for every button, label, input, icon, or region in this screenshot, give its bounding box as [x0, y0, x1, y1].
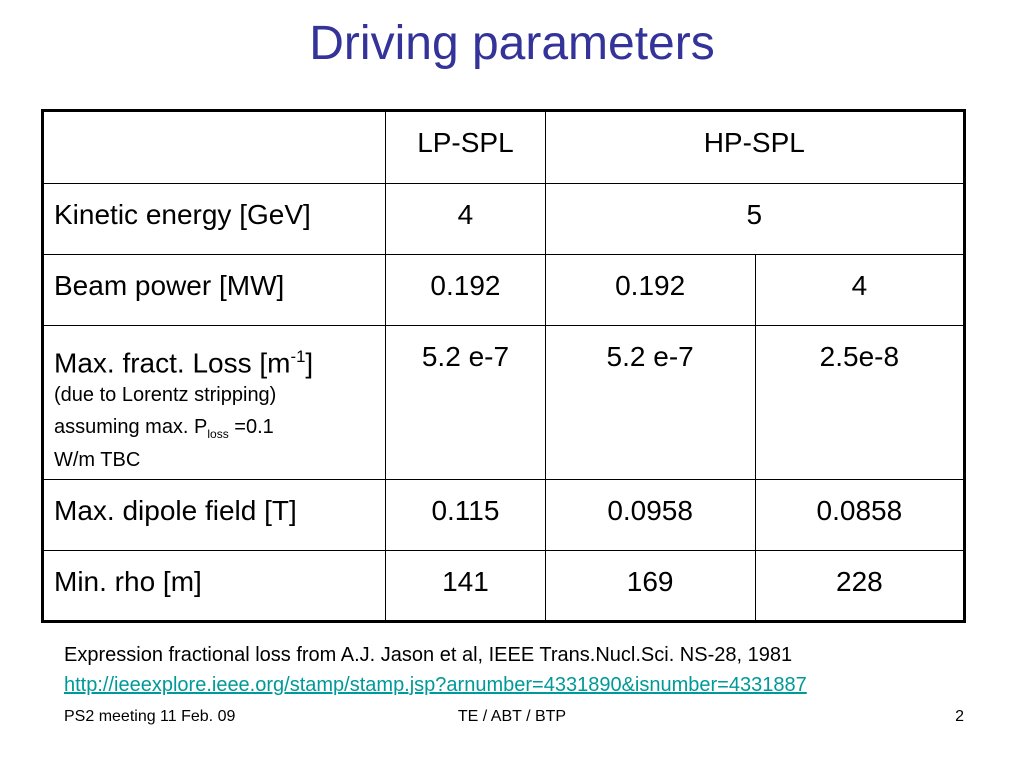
- table-row-kinetic-energy: Kinetic energy [GeV] 4 5: [41, 183, 966, 255]
- cell-hp-spl: 5: [544, 183, 966, 255]
- header-cell-empty: [41, 110, 387, 184]
- table-row-beam-power: Beam power [MW] 0.192 0.192 4: [41, 254, 966, 326]
- cell-lp-spl: 5.2 e-7: [385, 325, 546, 480]
- parameters-table: LP-SPL HP-SPL Kinetic energy [GeV] 4 5 B…: [41, 109, 966, 623]
- label-sup: -1: [290, 347, 306, 366]
- label-close: ]: [305, 347, 314, 379]
- cell-lp-spl: 0.192: [385, 254, 546, 326]
- note-ploss-sub: loss: [207, 427, 229, 442]
- header-cell-hp-spl: HP-SPL: [544, 110, 966, 184]
- label-note-lorentz: (due to Lorentz stripping): [54, 384, 277, 407]
- cell-hp-spl-2: 2.5e-8: [754, 325, 966, 480]
- row-label: Kinetic energy [GeV]: [41, 183, 387, 255]
- footnote-text: Expression fractional loss from A.J. Jas…: [64, 644, 793, 666]
- table-header-row: LP-SPL HP-SPL: [41, 110, 966, 184]
- reference-link[interactable]: http://ieeexplore.ieee.org/stamp/stamp.j…: [64, 674, 807, 696]
- cell-hp-spl-1: 0.192: [544, 254, 756, 326]
- label-main: Max. fract. Loss [m: [54, 347, 291, 379]
- cell-hp-spl-2: 228: [754, 550, 966, 622]
- cell-lp-spl: 0.115: [385, 479, 546, 551]
- cell-lp-spl: 141: [385, 550, 546, 622]
- footer-meeting: PS2 meeting 11 Feb. 09: [64, 708, 236, 725]
- cell-hp-spl-2: 0.0858: [754, 479, 966, 551]
- table-row-max-dipole-field: Max. dipole field [T] 0.115 0.0958 0.085…: [41, 479, 966, 551]
- table-row-max-fract-loss: Max. fract. Loss [m-1] (due to Lorentz s…: [41, 325, 966, 480]
- cell-hp-spl-1: 5.2 e-7: [544, 325, 756, 480]
- header-cell-lp-spl: LP-SPL: [385, 110, 546, 184]
- slide-title: Driving parameters: [309, 17, 715, 70]
- cell-hp-spl-1: 169: [544, 550, 756, 622]
- row-label: Min. rho [m]: [41, 550, 387, 622]
- footer-page-number: 2: [955, 708, 964, 725]
- cell-hp-spl-2: 4: [754, 254, 966, 326]
- row-label: Max. fract. Loss [m-1] (due to Lorentz s…: [41, 325, 387, 480]
- footer-group: TE / ABT / BTP: [457, 708, 567, 725]
- cell-hp-spl-1: 0.0958: [544, 479, 756, 551]
- row-label: Beam power [MW]: [41, 254, 387, 326]
- label-note-ploss: assuming max. Ploss =0.1: [54, 414, 375, 447]
- row-label: Max. dipole field [T]: [41, 479, 387, 551]
- table-row-min-rho: Min. rho [m] 141 169 228: [41, 550, 966, 622]
- cell-lp-spl: 4: [385, 183, 546, 255]
- label-note-tbc: W/m TBC: [54, 449, 141, 472]
- footnote: Expression fractional loss from A.J. Jas…: [64, 640, 807, 700]
- note-ploss-prefix: assuming max. P: [54, 416, 208, 439]
- note-ploss-value: =0.1: [228, 416, 274, 439]
